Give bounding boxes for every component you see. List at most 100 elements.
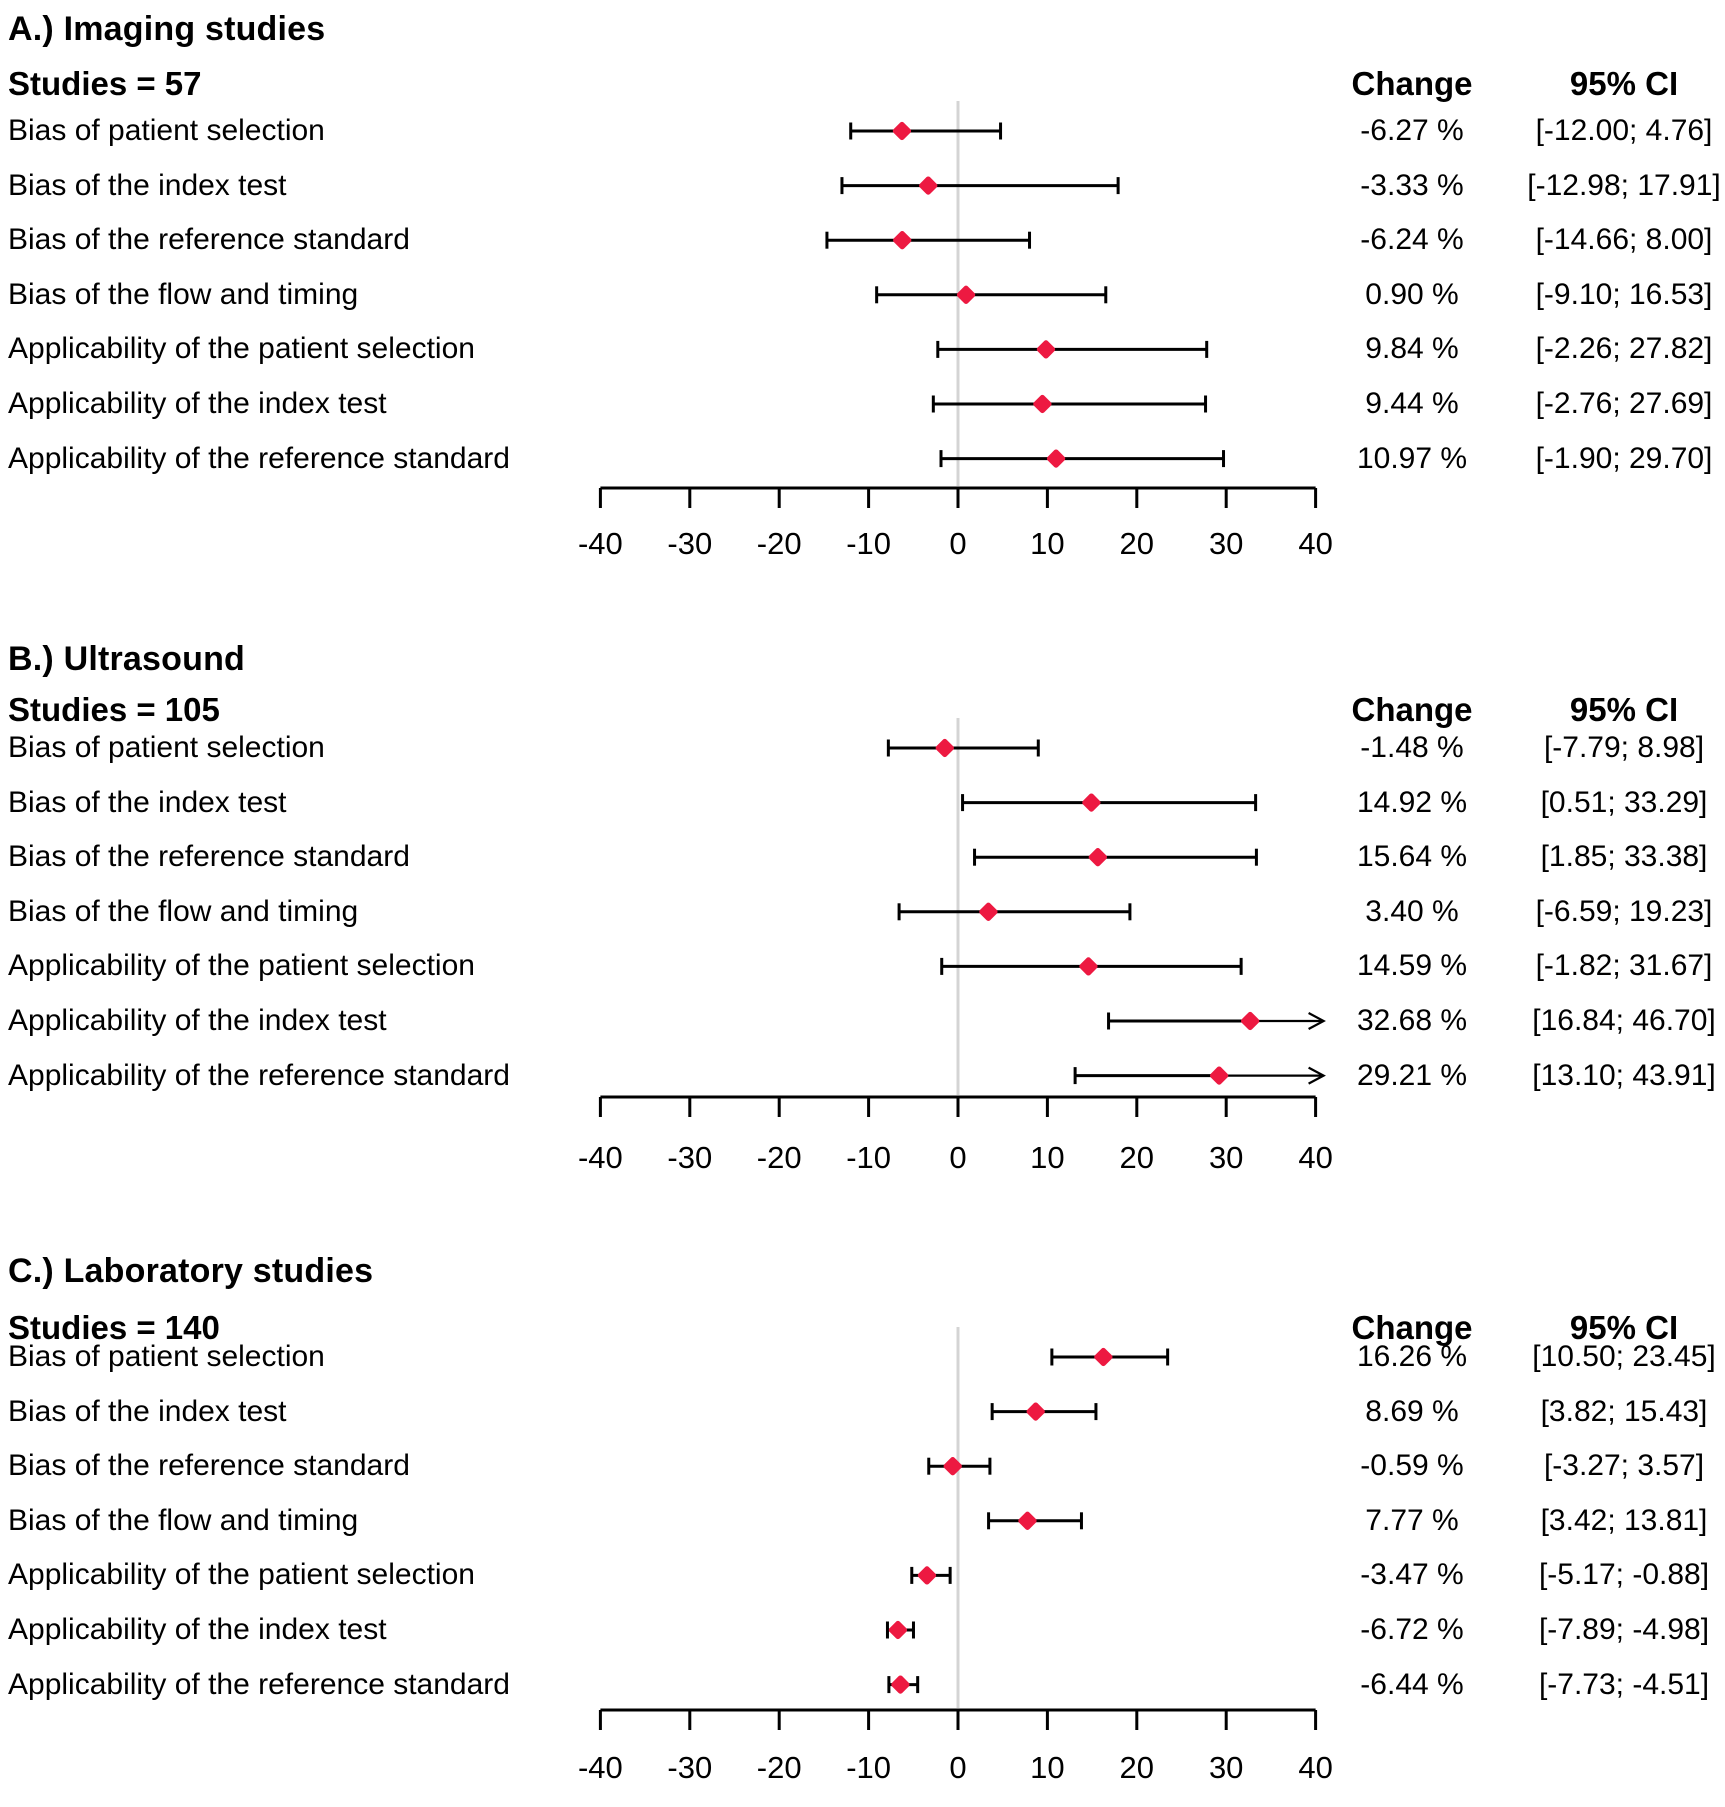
- row-label: Applicability of the patient selection: [8, 949, 475, 983]
- x-axis-tick-label: 0: [949, 1750, 967, 1785]
- row-label: Bias of the flow and timing: [8, 277, 359, 311]
- x-axis-tick-label: -20: [756, 526, 802, 561]
- row-label: Bias of the flow and timing: [8, 894, 359, 928]
- change-value: 8.69 %: [1365, 1394, 1459, 1428]
- point-estimate-marker: [1209, 1066, 1229, 1085]
- x-axis-tick-label: -10: [846, 1140, 891, 1175]
- ci-value: [-7.79; 8.98]: [1543, 731, 1705, 764]
- ci-value: [-7.89; -4.98]: [1538, 1613, 1710, 1646]
- ci-arrow-right-icon: [1308, 1012, 1326, 1030]
- x-axis-tick-label: -10: [846, 526, 891, 561]
- ci-value: [-14.66; 8.00]: [1535, 223, 1713, 257]
- change-value: 10.97 %: [1356, 441, 1468, 475]
- x-axis-tick-label: 40: [1298, 1750, 1333, 1785]
- row-label: Applicability of the reference standard: [8, 441, 510, 475]
- row-label: Applicability of the patient selection: [8, 1558, 475, 1592]
- ci-value: [16.84; 46.70]: [1532, 1004, 1716, 1037]
- studies-count: Studies = 105: [8, 691, 220, 728]
- row-label: Applicability of the index test: [8, 387, 387, 420]
- change-value: -6.72 %: [1360, 1613, 1464, 1646]
- change-column-header: Change: [1351, 691, 1473, 728]
- ci-value: [3.82; 15.43]: [1540, 1394, 1708, 1428]
- point-estimate-marker: [1018, 1511, 1037, 1530]
- x-axis-tick-label: 20: [1119, 526, 1155, 561]
- row-label: Bias of the index test: [8, 168, 287, 202]
- change-column-header: Change: [1351, 1309, 1473, 1346]
- change-value: -3.47 %: [1360, 1558, 1464, 1592]
- panel-title: C.) Laboratory studies: [8, 1252, 374, 1290]
- row-label: Applicability of the patient selection: [8, 332, 475, 366]
- ci-value: [0.51; 33.29]: [1540, 785, 1708, 819]
- point-estimate-marker: [1046, 449, 1066, 468]
- point-estimate-marker: [1094, 1347, 1113, 1367]
- x-axis-tick-label: -30: [667, 1140, 713, 1175]
- point-estimate-marker: [935, 738, 954, 758]
- ci-value: [-12.98; 17.91]: [1527, 168, 1721, 202]
- ci-value: [1.85; 33.38]: [1540, 840, 1708, 874]
- change-value: 14.59 %: [1356, 949, 1468, 983]
- x-axis-tick-label: -40: [577, 526, 623, 561]
- change-value: -6.44 %: [1360, 1667, 1464, 1701]
- x-axis-tick-label: -30: [667, 526, 713, 561]
- ci-value: [3.42; 13.81]: [1540, 1503, 1708, 1537]
- ci-arrow-right-icon: [1308, 1066, 1326, 1085]
- change-value: 29.21 %: [1356, 1058, 1468, 1092]
- row-label: Applicability of the reference standard: [8, 1667, 510, 1701]
- point-estimate-marker: [892, 121, 912, 141]
- x-axis-tick-label: 30: [1208, 1750, 1244, 1785]
- point-estimate-marker: [893, 231, 912, 250]
- ci-column-header: 95% CI: [1569, 691, 1679, 728]
- ci-column-header: 95% CI: [1569, 65, 1679, 102]
- change-value: 15.64 %: [1356, 840, 1468, 874]
- change-value: 7.77 %: [1365, 1503, 1459, 1537]
- ci-value: [-2.26; 27.82]: [1535, 332, 1713, 366]
- point-estimate-marker: [888, 1620, 908, 1640]
- row-label: Bias of the index test: [8, 785, 287, 819]
- x-axis-tick-label: -40: [577, 1750, 623, 1785]
- ci-value: [-6.59; 19.23]: [1535, 894, 1713, 928]
- x-axis-tick-label: 10: [1030, 526, 1065, 561]
- change-value: 9.84 %: [1365, 332, 1459, 366]
- point-estimate-marker: [1079, 957, 1098, 976]
- x-axis-tick-label: 40: [1298, 526, 1333, 561]
- ci-value: [-1.90; 29.70]: [1535, 441, 1713, 475]
- change-value: 0.90 %: [1365, 277, 1459, 311]
- ci-value: [-2.76; 27.69]: [1535, 387, 1713, 420]
- ci-column-header: 95% CI: [1569, 1309, 1679, 1346]
- row-label: Bias of the reference standard: [8, 223, 410, 257]
- change-value: -3.33 %: [1360, 168, 1464, 202]
- x-axis-tick-label: 20: [1119, 1750, 1155, 1785]
- panel-title: A.) Imaging studies: [8, 10, 326, 48]
- point-estimate-marker: [891, 1675, 910, 1694]
- x-axis-tick-label: -10: [846, 1750, 891, 1785]
- point-estimate-marker: [943, 1457, 962, 1476]
- x-axis-tick-label: 30: [1208, 526, 1244, 561]
- row-label: Applicability of the index test: [8, 1613, 387, 1646]
- x-axis-tick-label: 20: [1119, 1140, 1155, 1175]
- x-axis-tick-label: 30: [1208, 1140, 1244, 1175]
- change-value: 32.68 %: [1356, 1004, 1468, 1037]
- point-estimate-marker: [1033, 394, 1052, 414]
- ci-value: [-1.82; 31.67]: [1535, 949, 1713, 983]
- x-axis-tick-label: 0: [949, 526, 967, 561]
- x-axis-tick-label: -20: [756, 1140, 802, 1175]
- ci-value: [-3.27; 3.57]: [1543, 1449, 1705, 1483]
- x-axis-tick-label: -20: [756, 1750, 802, 1785]
- change-value: -6.24 %: [1360, 223, 1464, 257]
- ci-value: [-7.73; -4.51]: [1538, 1667, 1710, 1701]
- change-value: 16.26 %: [1356, 1340, 1468, 1373]
- row-label: Bias of the index test: [8, 1394, 287, 1428]
- x-axis-tick-label: -30: [667, 1750, 713, 1785]
- x-axis-tick-label: 0: [949, 1140, 967, 1175]
- point-estimate-marker: [1036, 340, 1056, 359]
- change-value: 14.92 %: [1356, 785, 1468, 819]
- ci-value: [13.10; 43.91]: [1532, 1058, 1716, 1092]
- point-estimate-marker: [1241, 1011, 1260, 1031]
- change-value: -1.48 %: [1360, 731, 1464, 764]
- row-label: Bias of patient selection: [8, 731, 325, 764]
- point-estimate-marker: [1088, 848, 1107, 867]
- studies-count: Studies = 57: [8, 65, 202, 102]
- point-estimate-marker: [979, 902, 998, 921]
